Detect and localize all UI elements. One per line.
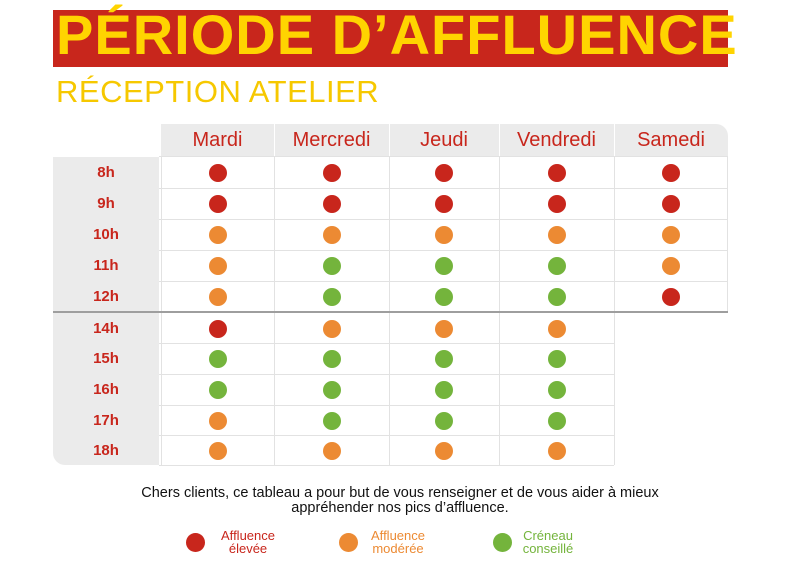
hour-label-17h: 17h xyxy=(93,412,119,429)
status-dot-modere xyxy=(208,287,227,306)
status-dot-modere xyxy=(322,319,341,338)
row-divider xyxy=(159,281,728,282)
status-dot-eleve xyxy=(435,194,453,213)
row-divider xyxy=(159,374,614,375)
hour-label-14h: 14h xyxy=(93,320,119,337)
row-divider xyxy=(159,465,614,466)
info-note: Chers clients, ce tableau a pour but de … xyxy=(60,486,740,516)
day-header-jeudi: Jeudi xyxy=(420,129,468,151)
day-header-mardi: Mardi xyxy=(192,129,243,151)
status-dot-modere xyxy=(435,225,453,244)
row-divider xyxy=(159,343,614,344)
status-dot-eleve xyxy=(208,194,227,213)
status-dot-conseille xyxy=(435,349,453,368)
status-dot-conseille xyxy=(547,380,566,399)
day-header-vendredi: Vendredi xyxy=(517,129,596,151)
status-dot-eleve xyxy=(662,287,680,306)
hour-label-18h: 18h xyxy=(93,442,119,459)
legend-label-line-1: Créneau xyxy=(523,528,573,543)
row-divider xyxy=(159,219,728,220)
status-dot-eleve xyxy=(662,163,680,182)
status-dot-conseille xyxy=(322,256,341,275)
status-dot-conseille xyxy=(435,380,453,399)
header-separator xyxy=(614,124,615,156)
row-divider xyxy=(159,156,728,157)
row-divider xyxy=(159,188,728,189)
day-header-panel xyxy=(161,124,728,156)
status-dot-eleve xyxy=(435,163,453,182)
status-dot-modere xyxy=(208,256,227,275)
page-title: PÉRIODE D’AFFLUENCE xyxy=(56,3,738,66)
status-dot-modere xyxy=(435,319,453,338)
hour-label-9h: 9h xyxy=(97,195,115,212)
legend-label-line-2: modérée xyxy=(372,541,424,556)
status-dot-modere xyxy=(208,411,227,430)
legend-dot-modere xyxy=(339,533,358,552)
hour-label-8h: 8h xyxy=(97,164,115,181)
status-dot-eleve xyxy=(322,194,341,213)
status-dot-conseille xyxy=(322,349,341,368)
status-dot-conseille xyxy=(435,256,453,275)
status-dot-modere xyxy=(662,225,680,244)
status-dot-eleve xyxy=(662,194,680,213)
status-dot-modere xyxy=(208,225,227,244)
status-dot-modere xyxy=(547,319,566,338)
header-separator xyxy=(389,124,390,156)
status-dot-conseille xyxy=(547,256,566,275)
lunch-break-line xyxy=(53,311,728,313)
header-separator xyxy=(274,124,275,156)
status-dot-modere xyxy=(208,441,227,460)
info-note-line-2: appréhender nos pics d’affluence. xyxy=(291,500,509,516)
status-dot-conseille xyxy=(208,349,227,368)
page-subtitle: RÉCEPTION ATELIER xyxy=(56,74,380,109)
status-dot-modere xyxy=(322,225,341,244)
legend-label-conseille: Créneau conseillé xyxy=(512,529,584,555)
status-dot-modere xyxy=(662,256,680,275)
row-divider xyxy=(159,405,614,406)
legend-label-modere: Affluence modérée xyxy=(362,529,434,555)
title-banner xyxy=(53,10,728,67)
status-dot-modere xyxy=(547,225,566,244)
column-divider xyxy=(727,157,728,312)
legend-label-line-2: conseillé xyxy=(522,541,574,556)
day-header-mercredi: Mercredi xyxy=(292,129,371,151)
header-separator xyxy=(499,124,500,156)
hour-label-15h: 15h xyxy=(93,350,119,367)
legend-dot-eleve xyxy=(186,533,205,552)
legend-label-line-1: Affluence xyxy=(371,528,425,543)
status-dot-modere xyxy=(435,441,453,460)
hour-label-11h: 11h xyxy=(93,257,119,274)
day-header-samedi: Samedi xyxy=(637,129,705,151)
status-dot-conseille xyxy=(435,411,453,430)
hour-label-16h: 16h xyxy=(93,381,119,398)
status-dot-conseille xyxy=(435,287,453,306)
status-dot-modere xyxy=(547,441,566,460)
status-dot-eleve xyxy=(322,163,341,182)
legend-label-eleve: Affluence élevée xyxy=(212,529,284,555)
hour-label-10h: 10h xyxy=(93,226,119,243)
status-dot-eleve xyxy=(547,163,566,182)
status-dot-conseille xyxy=(208,380,227,399)
row-divider xyxy=(159,250,728,251)
status-dot-eleve xyxy=(208,319,227,338)
status-dot-conseille xyxy=(547,411,566,430)
status-dot-modere xyxy=(322,441,341,460)
legend-dot-conseille xyxy=(493,533,512,552)
status-dot-conseille xyxy=(322,287,341,306)
hour-label-12h: 12h xyxy=(93,288,119,305)
status-dot-conseille xyxy=(547,349,566,368)
status-dot-conseille xyxy=(547,287,566,306)
legend-label-line-2: élevée xyxy=(228,541,268,556)
status-dot-conseille xyxy=(322,411,341,430)
status-dot-conseille xyxy=(322,380,341,399)
status-dot-eleve xyxy=(547,194,566,213)
info-note-line-1: Chers clients, ce tableau a pour but de … xyxy=(141,485,659,501)
status-dot-eleve xyxy=(208,163,227,182)
row-divider xyxy=(159,435,614,436)
legend-label-line-1: Affluence xyxy=(221,528,275,543)
